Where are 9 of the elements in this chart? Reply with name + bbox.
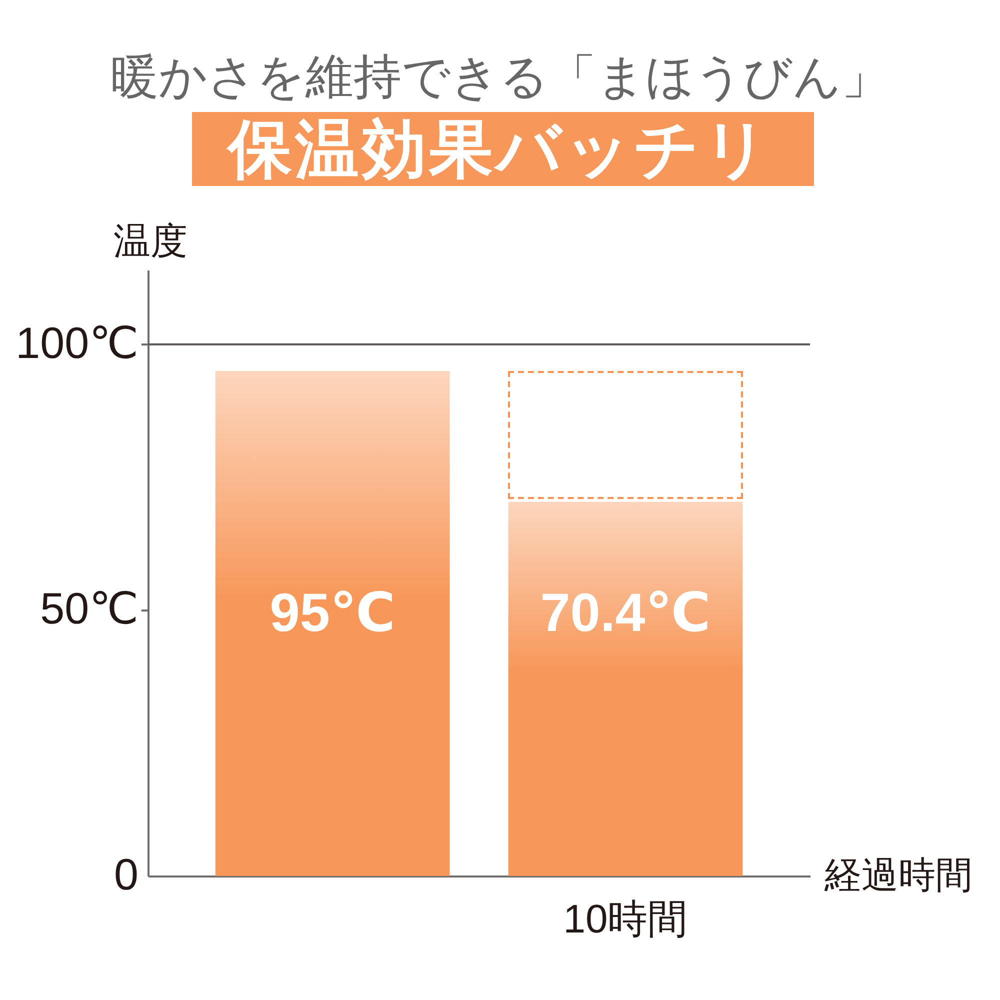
y-tick-label: 50℃ bbox=[40, 584, 138, 634]
x-tick-label: 10時間 bbox=[563, 898, 688, 942]
y-tick-label: 100℃ bbox=[16, 318, 138, 368]
chart-title: 暖かさを維持できる「まほうびん」 bbox=[110, 50, 890, 106]
y-axis-title: 温度 bbox=[114, 220, 188, 262]
y-tick-label: 0 bbox=[114, 850, 138, 900]
x-axis-title: 経過時間 bbox=[824, 854, 972, 896]
data-label: 70.4℃ bbox=[540, 583, 711, 643]
data-label: 95℃ bbox=[270, 583, 396, 643]
